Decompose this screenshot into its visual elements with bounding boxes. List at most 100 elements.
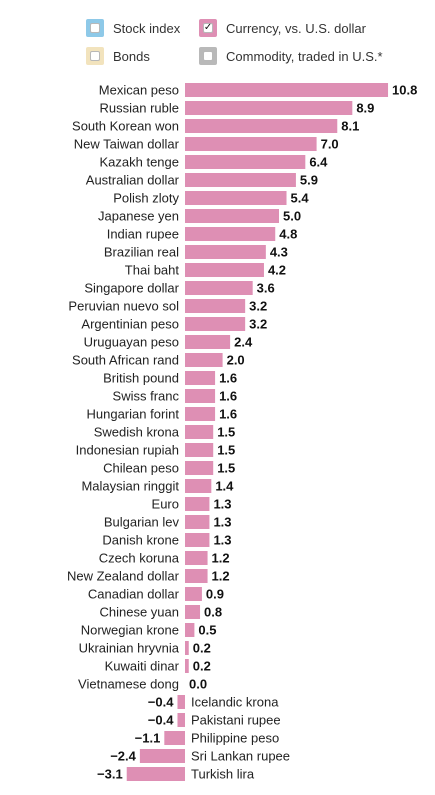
category-label: Swedish krona — [94, 425, 180, 440]
category-label: Danish krone — [102, 533, 179, 548]
bar — [185, 605, 201, 619]
bar — [185, 173, 296, 187]
value-label: 1.3 — [213, 515, 231, 530]
commodity-swatch — [199, 47, 217, 65]
legend-item-currency[interactable]: ✓ Currency, vs. U.S. dollar — [199, 18, 366, 38]
bar — [185, 497, 210, 511]
currency-swatch: ✓ — [199, 19, 217, 37]
category-label: Brazilian real — [104, 245, 179, 260]
value-label: 8.1 — [341, 119, 359, 134]
bonds-swatch — [86, 47, 104, 65]
bar — [185, 191, 287, 205]
bar — [185, 119, 338, 133]
category-label: Mexican peso — [99, 83, 179, 98]
stock-index-swatch — [86, 19, 104, 37]
category-label: Kuwaiti dinar — [105, 659, 180, 674]
legend-label: Stock index — [113, 20, 181, 36]
value-label: 0.5 — [198, 623, 216, 638]
bar — [185, 263, 264, 277]
bar — [185, 623, 195, 637]
bar — [185, 569, 208, 583]
category-label: Malaysian ringgit — [81, 479, 179, 494]
value-label: 1.6 — [219, 407, 237, 422]
category-label: Canadian dollar — [88, 587, 180, 602]
category-label: South African rand — [72, 353, 179, 368]
bar — [185, 227, 276, 241]
legend-item-commodity[interactable]: Commodity, traded in U.S.* — [199, 46, 383, 66]
bar — [139, 749, 185, 763]
category-label: Australian dollar — [86, 173, 180, 188]
category-label: Chinese yuan — [100, 605, 180, 620]
value-label: 5.0 — [283, 209, 301, 224]
checkbox-icon[interactable] — [90, 23, 100, 33]
bar — [185, 389, 216, 403]
category-label: Peruvian nuevo sol — [68, 299, 179, 314]
bar — [185, 425, 214, 439]
bar — [126, 767, 185, 781]
bar — [185, 461, 214, 475]
value-label: 0.2 — [193, 641, 211, 656]
bar — [185, 281, 253, 295]
legend-item-bonds[interactable]: Bonds — [86, 46, 150, 66]
value-label: 2.4 — [234, 335, 253, 350]
checkbox-icon[interactable] — [203, 51, 213, 61]
value-label: 1.5 — [217, 443, 235, 458]
legend-label: Commodity, traded in U.S.* — [226, 48, 383, 64]
category-label: Hungarian forint — [87, 407, 180, 422]
category-label: Norwegian krone — [81, 623, 179, 638]
category-label: Swiss franc — [113, 389, 180, 404]
bar — [185, 317, 246, 331]
category-label: Chilean peso — [103, 461, 179, 476]
bar — [185, 641, 189, 655]
value-label: 7.0 — [321, 137, 339, 152]
currency-bar-chart: Mexican peso 10.8 Russian ruble 8.9 South Ko… — [67, 83, 417, 782]
value-label: 0.8 — [204, 605, 222, 620]
category-label: Thai baht — [125, 263, 180, 278]
category-label: Bulgarian lev — [104, 515, 180, 530]
bar — [177, 695, 185, 709]
value-label: 4.3 — [270, 245, 288, 260]
value-label: 1.2 — [212, 569, 230, 584]
category-label: Philippine peso — [191, 731, 279, 746]
value-label: −0.4 — [148, 713, 174, 728]
category-label: Ukrainian hryvnia — [79, 641, 180, 656]
value-label: 1.2 — [212, 551, 230, 566]
category-label: Japanese yen — [98, 209, 179, 224]
value-label: 0.0 — [189, 677, 207, 692]
bar — [185, 407, 216, 421]
category-label: Polish zloty — [113, 191, 179, 206]
value-label: 1.4 — [215, 479, 234, 494]
category-label: Czech koruna — [99, 551, 180, 566]
value-label: 3.2 — [249, 317, 267, 332]
bar — [185, 299, 246, 313]
bar — [185, 443, 214, 457]
category-label: Kazakh tenge — [99, 155, 179, 170]
checkmark-icon[interactable]: ✓ — [203, 22, 213, 33]
bar — [185, 659, 189, 673]
category-label: New Zealand dollar — [67, 569, 180, 584]
value-label: −0.4 — [148, 695, 174, 710]
category-label: New Taiwan dollar — [74, 137, 180, 152]
legend-label: Bonds — [113, 48, 150, 64]
category-label: Turkish lira — [191, 767, 255, 782]
bar — [185, 83, 389, 97]
value-label: 2.0 — [227, 353, 245, 368]
bar — [185, 155, 306, 169]
bar — [185, 137, 317, 151]
category-label: Pakistani rupee — [191, 713, 281, 728]
value-label: 10.8 — [392, 83, 417, 98]
bar — [177, 713, 185, 727]
bar — [185, 551, 208, 565]
bar — [185, 587, 202, 601]
value-label: 8.9 — [356, 101, 374, 116]
bar — [185, 353, 223, 367]
bar — [185, 515, 210, 529]
value-label: 5.9 — [300, 173, 318, 188]
bar — [185, 335, 231, 349]
legend-item-stock-index[interactable]: Stock index — [86, 18, 180, 38]
value-label: −1.1 — [135, 731, 161, 746]
checkbox-icon[interactable] — [90, 51, 100, 61]
value-label: 4.2 — [268, 263, 286, 278]
value-label: 1.5 — [217, 461, 235, 476]
value-label: 3.2 — [249, 299, 267, 314]
